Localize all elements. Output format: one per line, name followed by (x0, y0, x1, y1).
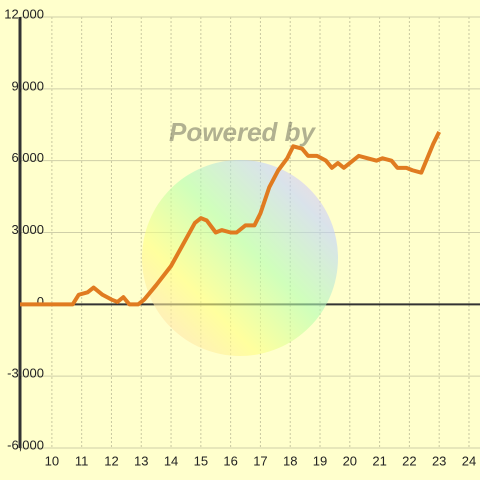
x-tick-label: 21 (372, 453, 386, 468)
watermark-logo (142, 160, 338, 356)
watermark: Powered by (169, 117, 316, 147)
x-tick-label: 18 (283, 453, 297, 468)
y-tick-label: 0 (37, 294, 44, 309)
x-tick-label: 22 (402, 453, 416, 468)
x-tick-label: 20 (343, 453, 357, 468)
x-tick-label: 13 (134, 453, 148, 468)
x-tick-label: 10 (45, 453, 59, 468)
y-tick-label: -3,000 (7, 366, 44, 381)
x-tick-label: 14 (164, 453, 178, 468)
x-tick-label: 16 (223, 453, 237, 468)
x-tick-label: 17 (253, 453, 267, 468)
y-tick-label: 3,000 (11, 222, 44, 237)
x-tick-label: 11 (75, 453, 89, 468)
x-tick-label: 12 (104, 453, 118, 468)
y-tick-label: 12,000 (4, 6, 44, 21)
x-tick-label: 24 (462, 453, 476, 468)
x-tick-label: 19 (313, 453, 327, 468)
x-tick-label: 23 (432, 453, 446, 468)
y-tick-label: 6,000 (11, 150, 44, 165)
y-tick-label: 9,000 (11, 78, 44, 93)
line-series (20, 131, 441, 307)
x-tick-label: 15 (194, 453, 208, 468)
y-tick-label: -6,000 (7, 437, 44, 452)
